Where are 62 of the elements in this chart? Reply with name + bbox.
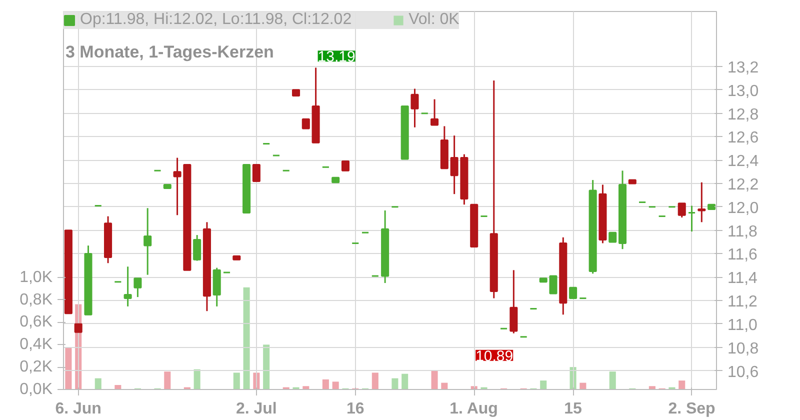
bar — [431, 370, 438, 390]
candlestick — [144, 207, 152, 276]
candlestick — [341, 160, 350, 172]
bar — [609, 372, 616, 390]
bar — [94, 378, 102, 390]
x-tick-label: 1. Aug — [450, 400, 498, 418]
bar — [194, 369, 200, 390]
x-tick-label: 6. Jun — [55, 400, 102, 418]
y-tick-label: 11,4 — [728, 270, 758, 288]
y2-tick-label: 0,0K — [20, 381, 53, 398]
candlestick — [688, 205, 696, 232]
candlestick — [569, 286, 578, 299]
y-tick-label: 10,8 — [728, 340, 759, 358]
bar — [65, 348, 72, 390]
legend-label: Op:11.98, Hi:12.02, Lo:11.98, Cl:12.02 — [80, 11, 352, 29]
x-tick-label: 2. Sep — [668, 400, 716, 418]
candlestick — [698, 182, 706, 223]
x-tick-label: 16 — [346, 400, 364, 418]
y-tick-label: 11,0 — [728, 316, 758, 334]
y-tick-label: 11,6 — [728, 246, 758, 264]
candlestick — [430, 98, 439, 126]
candlestick — [410, 88, 419, 128]
y-tick-label: 11,2 — [728, 294, 758, 311]
candlestick — [193, 234, 202, 262]
bar — [540, 380, 547, 390]
candlestick — [134, 278, 142, 298]
y-tick-label: 12,0 — [728, 200, 759, 217]
legend-label: Vol: 0K — [408, 11, 460, 29]
y-tick-label: 11,8 — [728, 223, 758, 240]
bar — [322, 379, 329, 390]
bar — [243, 287, 250, 390]
candlestick — [678, 202, 686, 218]
bar — [392, 378, 398, 390]
candlestick — [302, 118, 310, 130]
y-tick-label: 12,6 — [728, 130, 759, 147]
bar — [263, 344, 270, 390]
x-tick-label: 2. Jul — [236, 400, 277, 418]
text: 3 Monate, 1-Tages-Kerzen — [65, 42, 274, 62]
candlestick — [608, 232, 617, 243]
x-tick-label: 15 — [564, 400, 582, 418]
candlestick — [510, 269, 518, 334]
bar — [372, 372, 378, 390]
y2-tick-label: 0,8K — [20, 291, 53, 308]
y2-tick-label: 0,4K — [20, 336, 53, 354]
y-tick-label: 13,2 — [728, 60, 759, 77]
y-tick-label: 12,8 — [728, 106, 759, 124]
y2-tick-label: 0,6K — [20, 314, 53, 331]
y-tick-label: 12,4 — [728, 153, 759, 170]
y2-tick-label: 0,2K — [20, 358, 53, 376]
annotation: 13,19 — [318, 48, 356, 66]
candlestick — [252, 164, 260, 182]
y-tick-label: 13,0 — [728, 82, 759, 100]
bar — [332, 382, 339, 390]
bar — [164, 372, 171, 390]
annotation: 10,89 — [476, 348, 514, 365]
y-tick-label: 10,6 — [728, 364, 759, 381]
y2-tick-label: 1,0K — [20, 268, 53, 286]
bar — [402, 374, 408, 390]
bar — [678, 380, 686, 390]
bar — [233, 372, 240, 390]
y-tick-label: 12,2 — [728, 176, 759, 194]
candlestick — [124, 266, 132, 308]
